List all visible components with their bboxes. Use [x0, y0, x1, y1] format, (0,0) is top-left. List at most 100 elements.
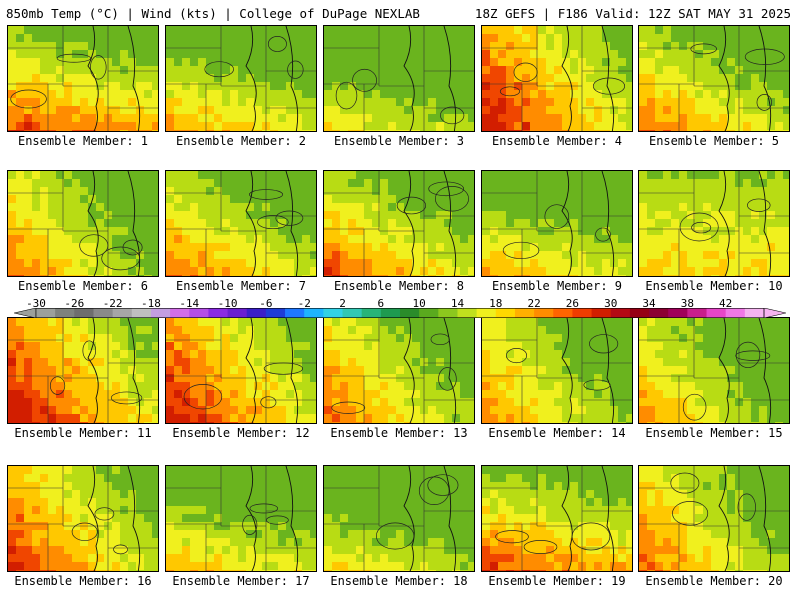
colorbar-segment [189, 308, 209, 318]
colorbar-segment [93, 308, 114, 318]
member-map-12 [165, 317, 317, 424]
colorbar-segment [476, 308, 497, 318]
colorbar-segment [208, 308, 229, 318]
member-label-19: Ensemble Member: 19 [488, 574, 626, 588]
member-label-10: Ensemble Member: 10 [645, 279, 783, 293]
member-map-15 [638, 317, 790, 424]
member-map-18 [323, 465, 475, 572]
colorbar-segment [591, 308, 612, 318]
colorbar-tick-label: 2 [339, 297, 346, 310]
colorbar-segment [304, 308, 324, 318]
colorbar-segment [629, 308, 650, 318]
member-map-2 [165, 25, 317, 132]
colorbar-segment [74, 308, 94, 318]
member-label-7: Ensemble Member: 7 [175, 279, 307, 293]
colorbar-segment [227, 308, 248, 318]
colorbar-tick-label: -18 [141, 297, 161, 310]
member-label-5: Ensemble Member: 5 [648, 134, 780, 148]
colorbar-segment [342, 308, 363, 318]
colorbar-right-arrow [763, 308, 786, 318]
colorbar-segment [744, 308, 765, 318]
temperature-field [8, 171, 158, 276]
member-label-4: Ensemble Member: 4 [491, 134, 623, 148]
temperature-field [482, 26, 632, 131]
colorbar-segment [150, 308, 171, 318]
member-label-8: Ensemble Member: 8 [333, 279, 465, 293]
member-map-3 [323, 25, 475, 132]
temperature-field [482, 466, 632, 571]
title-left: 850mb Temp (°C) | Wind (kts) | College o… [6, 6, 420, 21]
colorbar-segment [610, 308, 631, 318]
colorbar-tick-label: -30 [26, 297, 46, 310]
colorbar-tick-label: -14 [179, 297, 200, 310]
temperature-field [8, 318, 158, 423]
member-label-13: Ensemble Member: 13 [330, 426, 468, 440]
colorbar-segment [534, 308, 554, 318]
member-map-6 [7, 170, 159, 277]
colorbar-segment [438, 308, 458, 318]
colorbar-segment [400, 308, 420, 318]
member-map-10 [638, 170, 790, 277]
colorbar-segment [649, 308, 669, 318]
colorbar-segment [55, 308, 75, 318]
member-label-3: Ensemble Member: 3 [333, 134, 465, 148]
colorbar-segment [553, 308, 573, 318]
colorbar-tick-label: 30 [604, 297, 618, 310]
colorbar-segment [725, 308, 746, 318]
temperature-field [324, 466, 474, 571]
colorbar-tick-label: 42 [719, 297, 733, 310]
temperature-field [166, 171, 316, 276]
colorbar-tick-label: -26 [64, 297, 85, 310]
temperature-field [8, 26, 158, 131]
member-label-1: Ensemble Member: 1 [17, 134, 149, 148]
temperature-field [8, 466, 158, 571]
colorbar-segment [323, 308, 344, 318]
temperature-field [324, 171, 474, 276]
temperature-field [639, 26, 789, 131]
colorbar-segment [457, 308, 478, 318]
member-map-14 [481, 317, 633, 424]
colorbar-tick-label: 18 [489, 297, 503, 310]
colorbar-segment [419, 308, 439, 318]
colorbar-tick-label: 38 [680, 297, 694, 310]
colorbar-tick-label: 6 [377, 297, 385, 310]
member-map-19 [481, 465, 633, 572]
colorbar-segment [668, 308, 688, 318]
colorbar-tick-label: 10 [412, 297, 426, 310]
colorbar-tick-label: 34 [642, 297, 656, 310]
colorbar-tick-label: -6 [259, 297, 273, 310]
temperature-field [639, 171, 789, 276]
temperature-field [639, 318, 789, 423]
colorbar-segment [265, 308, 286, 318]
member-label-16: Ensemble Member: 16 [14, 574, 152, 588]
colorbar-segment [112, 308, 133, 318]
colorbar-segment [246, 308, 267, 318]
colorbar-segment [170, 308, 190, 318]
colorbar-segment [706, 308, 727, 318]
member-map-5 [638, 25, 790, 132]
temperature-field [166, 466, 316, 571]
colorbar-tick-label: 22 [527, 297, 541, 310]
member-label-12: Ensemble Member: 12 [172, 426, 310, 440]
title-right: 18Z GEFS | F186 Valid: 12Z SAT MAY 31 20… [474, 6, 791, 21]
member-label-6: Ensemble Member: 6 [17, 279, 149, 293]
member-label-14: Ensemble Member: 14 [488, 426, 626, 440]
member-label-17: Ensemble Member: 17 [172, 574, 310, 588]
member-map-9 [481, 170, 633, 277]
temperature-field [482, 171, 632, 276]
temperature-field [324, 26, 474, 131]
temperature-field [324, 318, 474, 423]
member-map-4 [481, 25, 633, 132]
colorbar-tick-label: 26 [565, 297, 580, 310]
colorbar-tick-label: -2 [297, 297, 311, 310]
colorbar-segment [380, 308, 401, 318]
member-map-20 [638, 465, 790, 572]
temperature-field [482, 318, 632, 423]
member-map-1 [7, 25, 159, 132]
colorbar-tick-label: -22 [102, 297, 123, 310]
colorbar-segment [131, 308, 152, 318]
colorbar-segment [687, 308, 708, 318]
member-label-2: Ensemble Member: 2 [175, 134, 307, 148]
member-label-9: Ensemble Member: 9 [491, 279, 623, 293]
member-map-13 [323, 317, 475, 424]
